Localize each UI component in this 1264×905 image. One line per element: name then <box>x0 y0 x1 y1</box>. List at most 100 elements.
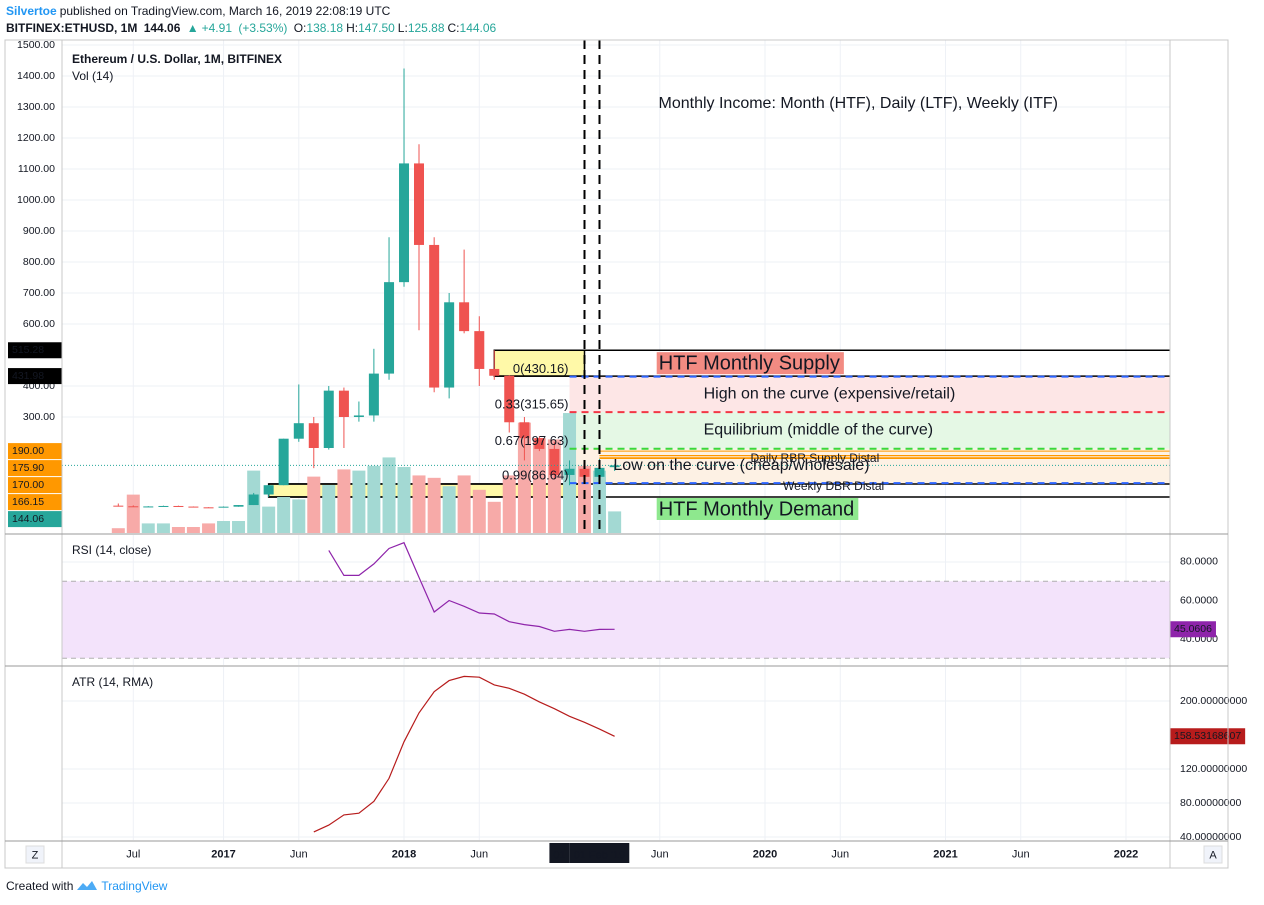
candle-body <box>579 468 590 477</box>
candle-body <box>323 390 334 448</box>
volume-bar <box>217 521 231 533</box>
candle-body <box>203 507 214 509</box>
volume-bar <box>337 469 351 533</box>
volume-bar <box>457 475 471 533</box>
scale-button-bg <box>25 845 45 864</box>
volume-bar <box>307 476 321 533</box>
price-label: 431.98 <box>12 370 44 382</box>
price-label: 190.00 <box>12 445 44 457</box>
y-tick-label: 200.00000000 <box>1180 695 1247 707</box>
change-pct: (+3.53%) <box>238 21 288 35</box>
x-tick-label: Jun <box>290 848 308 860</box>
fib-label: 0.67(197.63) <box>495 433 569 448</box>
footer: Created with TradingView <box>6 879 167 893</box>
candle-body <box>429 244 440 388</box>
field-name: O: <box>293 21 307 35</box>
candle-body <box>128 506 139 508</box>
logo <box>77 881 98 890</box>
volume-bar <box>141 523 155 533</box>
volume-bar <box>592 470 606 533</box>
candle-body <box>519 422 530 439</box>
pane <box>62 667 1170 840</box>
pane: 0(430.16) 0.33(315.65) 0.67(197.63) 0.99(86… <box>62 40 1170 533</box>
pane-title: Ethereum / U.S. Dollar, 1M, BITFINEX <box>72 52 282 66</box>
last-value-label: 45.0606 <box>1174 623 1212 635</box>
price-label-bg <box>8 460 62 477</box>
candle-body <box>368 373 379 416</box>
field-value: 125.88 <box>407 21 445 35</box>
candle-body <box>293 423 304 439</box>
x-tick-label: Jun <box>470 848 488 860</box>
y-tick-label: 60.0000 <box>1180 594 1218 606</box>
zone-label-bg <box>656 497 859 520</box>
field-value: 138.18 <box>306 21 344 35</box>
footer-brand[interactable]: TradingView <box>101 879 168 893</box>
scale-button[interactable]: A <box>1209 849 1217 861</box>
candle-body <box>549 448 560 475</box>
x-tick-label: Jun <box>651 848 669 860</box>
y-tick-label: 1400.00 <box>17 70 55 82</box>
last-value-bg <box>1170 621 1216 638</box>
zone-label: HTF Monthly Supply <box>659 352 840 374</box>
footer-text: Created with <box>6 879 74 893</box>
price-label: 170.00 <box>12 479 44 491</box>
x-tick-label: 2020 <box>753 848 777 860</box>
candle-body <box>384 282 395 374</box>
field-name: C: <box>447 21 460 35</box>
price-label: 515.28 <box>12 344 44 356</box>
candle-body <box>504 375 515 423</box>
fib-band <box>569 376 1170 413</box>
arrow: ▲ <box>186 21 199 35</box>
author[interactable]: Silvertoe <box>6 4 57 18</box>
volume-bar <box>608 511 622 533</box>
note: Weekly DBR Distal <box>783 479 884 493</box>
volume-bar <box>532 438 546 533</box>
volume-bar <box>322 485 336 533</box>
y-tick-label: 800.00 <box>23 256 55 268</box>
pane <box>62 535 1170 665</box>
candle-body <box>113 505 124 507</box>
scale-button[interactable]: Z <box>32 849 39 861</box>
y-tick-label: 700.00 <box>23 287 55 299</box>
x-tick-label: 2018 <box>392 848 416 860</box>
quote-line: BITFINEX:ETHUSD, 1M 144.06 ▲ +4.91 (+3.53… <box>6 21 502 35</box>
rsi-band <box>62 581 1170 659</box>
y-tick-label: 300.00 <box>23 411 55 423</box>
volume-title: Vol (14) <box>72 69 113 83</box>
note: Monthly Income: Month (HTF), Daily (LTF)… <box>659 95 1058 112</box>
x-tick-label: Jun <box>1012 848 1030 860</box>
last-price: 144.06 <box>143 21 181 35</box>
y-tick-label: 1000.00 <box>17 194 55 206</box>
candle-body <box>353 415 364 417</box>
last-value-bg <box>1170 728 1246 745</box>
price-label-bg <box>8 511 62 528</box>
field-value: 144.06 <box>459 21 497 35</box>
candle-body <box>399 163 410 283</box>
y-tick-label: 80.00000000 <box>1180 797 1241 809</box>
fib-band <box>569 412 1170 449</box>
candle-body <box>459 302 470 332</box>
x-tick-label: Jul <box>126 848 140 860</box>
candle-body <box>609 465 620 468</box>
zone-label-bg <box>656 352 844 375</box>
x-tick-label: 2021 <box>933 848 957 860</box>
volume-bar <box>517 422 531 533</box>
candle-body <box>248 494 259 506</box>
candle-body <box>143 506 154 508</box>
candle-body <box>158 505 169 507</box>
volume-bar <box>171 527 185 533</box>
y-tick-label: 40.00000000 <box>1180 831 1241 843</box>
y-tick-label: 600.00 <box>23 318 55 330</box>
price-label: 175.90 <box>12 462 44 474</box>
volume-bar <box>232 521 246 533</box>
pane-title: RSI (14, close) <box>72 543 151 557</box>
y-tick-label: 1200.00 <box>17 132 55 144</box>
price-label-bg <box>8 494 62 511</box>
field-value: 147.50 <box>358 21 395 35</box>
candle-body <box>474 331 485 369</box>
volume-bar <box>382 457 396 533</box>
y-tick-label: 900.00 <box>23 225 55 237</box>
pane-title: ATR (14, RMA) <box>72 675 153 689</box>
price-label-bg <box>8 368 62 385</box>
